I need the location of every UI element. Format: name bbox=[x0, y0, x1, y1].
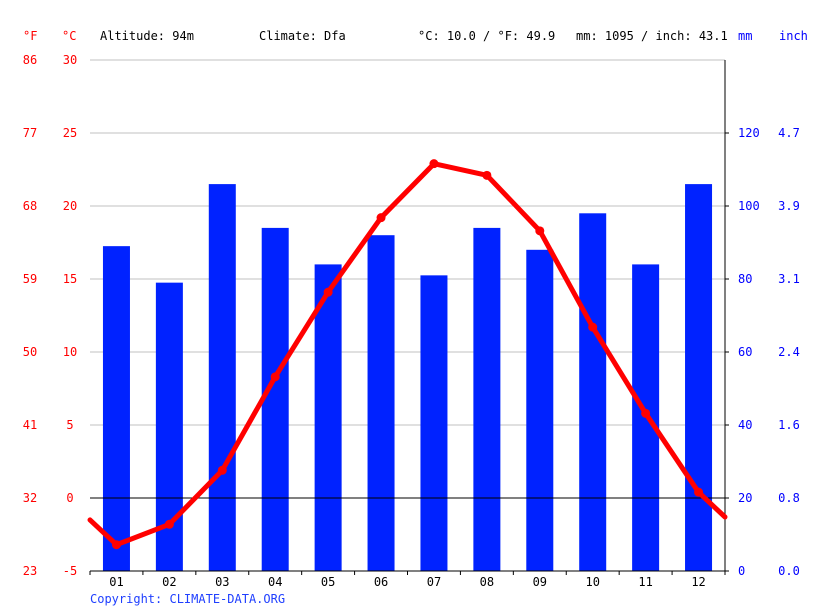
y-tick-label-inch: 3.1 bbox=[778, 272, 800, 286]
x-tick-label: 03 bbox=[215, 575, 229, 589]
x-tick-label: 09 bbox=[533, 575, 547, 589]
y-tick-label-celsius: -5 bbox=[63, 564, 77, 578]
precipitation-bar bbox=[367, 235, 395, 571]
y-tick-label-mm: 0 bbox=[738, 564, 745, 578]
x-tick-label: 01 bbox=[109, 575, 123, 589]
y-tick-label-celsius: 0 bbox=[66, 491, 73, 505]
y-tick-label-celsius: 30 bbox=[63, 53, 77, 67]
total-precipitation-label: mm: 1095 / inch: 43.1 bbox=[576, 29, 728, 43]
precipitation-bar bbox=[526, 249, 554, 572]
x-tick-label: 11 bbox=[638, 575, 652, 589]
temperature-point bbox=[482, 170, 492, 180]
unit-inch-label: inch bbox=[779, 29, 808, 43]
y-tick-label-inch: 0.0 bbox=[778, 564, 800, 578]
y-tick-label-inch: 1.6 bbox=[778, 418, 800, 432]
y-tick-label-inch: 2.4 bbox=[778, 345, 800, 359]
x-tick-label: 08 bbox=[480, 575, 494, 589]
temperature-point bbox=[111, 540, 121, 550]
temperature-line bbox=[87, 159, 728, 550]
copyright-link[interactable]: Copyright: CLIMATE-DATA.ORG bbox=[90, 592, 285, 606]
precipitation-bar bbox=[102, 246, 130, 571]
y-tick-label-fahrenheit: 50 bbox=[23, 345, 37, 359]
y-tick-label-celsius: 20 bbox=[63, 199, 77, 213]
precipitation-bar bbox=[685, 184, 713, 571]
y-tick-label-celsius: 15 bbox=[63, 272, 77, 286]
altitude-label: Altitude: 94m bbox=[100, 29, 194, 43]
y-tick-label-mm: 80 bbox=[738, 272, 752, 286]
y-tick-label-mm: 120 bbox=[738, 126, 760, 140]
x-tick-label: 10 bbox=[585, 575, 599, 589]
precipitation-bar bbox=[420, 275, 448, 571]
y-tick-label-inch: 4.7 bbox=[778, 126, 800, 140]
unit-fahrenheit-label: °F bbox=[23, 29, 37, 43]
x-tick-label: 12 bbox=[691, 575, 705, 589]
y-tick-label-mm: 100 bbox=[738, 199, 760, 213]
temperature-point bbox=[270, 372, 280, 382]
precipitation-bar bbox=[473, 227, 501, 571]
y-tick-label-mm: 60 bbox=[738, 345, 752, 359]
x-tick-label: 05 bbox=[321, 575, 335, 589]
y-tick-label-fahrenheit: 41 bbox=[23, 418, 37, 432]
precipitation-bars bbox=[102, 184, 713, 572]
x-tick-label: 07 bbox=[427, 575, 441, 589]
precipitation-bar bbox=[208, 184, 236, 571]
precipitation-bar bbox=[579, 213, 607, 572]
x-tick-label: 04 bbox=[268, 575, 282, 589]
grid bbox=[90, 59, 725, 572]
header: °F °C Altitude: 94m Climate: Dfa °C: 10.… bbox=[23, 29, 808, 43]
y-tick-label-fahrenheit: 77 bbox=[23, 126, 37, 140]
temperature-point bbox=[376, 213, 386, 223]
y-tick-label-fahrenheit: 86 bbox=[23, 53, 37, 67]
x-tick-label: 06 bbox=[374, 575, 388, 589]
tick-labels: -5 23 0 32 5 41 10 50 15 59 20 68 25 77 30 86 0 0.0 20 0.8 4… bbox=[23, 53, 800, 589]
temperature-point bbox=[588, 322, 598, 332]
y-tick-label-fahrenheit: 23 bbox=[23, 564, 37, 578]
precipitation-bar bbox=[261, 227, 289, 571]
y-tick-label-inch: 3.9 bbox=[778, 199, 800, 213]
unit-celsius-label: °C bbox=[62, 29, 76, 43]
temperature-point bbox=[694, 487, 704, 497]
y-tick-label-inch: 0.8 bbox=[778, 491, 800, 505]
y-tick-label-celsius: 25 bbox=[63, 126, 77, 140]
temperature-point bbox=[164, 519, 174, 529]
temperature-point bbox=[323, 287, 333, 297]
climate-label: Climate: Dfa bbox=[259, 29, 346, 43]
average-temperature-label: °C: 10.0 / °F: 49.9 bbox=[418, 29, 555, 43]
y-tick-label-mm: 40 bbox=[738, 418, 752, 432]
x-tick-label: 02 bbox=[162, 575, 176, 589]
temperature-point bbox=[429, 159, 439, 169]
precipitation-bar bbox=[314, 264, 342, 571]
unit-mm-label: mm bbox=[738, 29, 752, 43]
y-tick-label-celsius: 10 bbox=[63, 345, 77, 359]
temperature-point bbox=[641, 408, 651, 418]
temperature-point bbox=[535, 226, 545, 236]
y-tick-label-celsius: 5 bbox=[66, 418, 73, 432]
temperature-point bbox=[217, 465, 227, 475]
temperature-line-path bbox=[87, 161, 728, 548]
y-tick-label-fahrenheit: 59 bbox=[23, 272, 37, 286]
y-tick-label-fahrenheit: 68 bbox=[23, 199, 37, 213]
y-tick-label-mm: 20 bbox=[738, 491, 752, 505]
y-tick-label-fahrenheit: 32 bbox=[23, 491, 37, 505]
